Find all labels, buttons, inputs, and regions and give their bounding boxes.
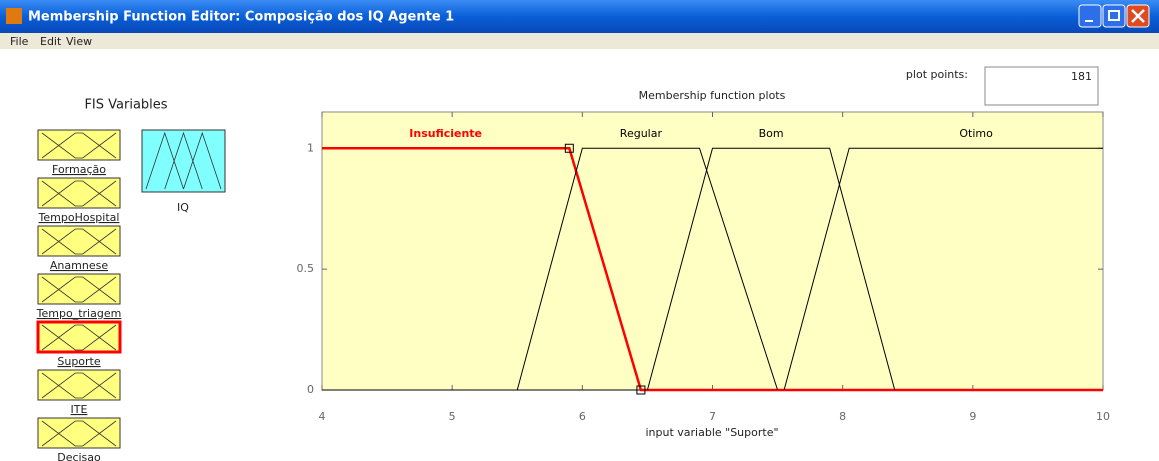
x-tick-label: 9 (969, 410, 976, 423)
input-variable[interactable] (37, 273, 121, 305)
input-variable[interactable] (37, 225, 121, 257)
membership-function (322, 147, 1103, 392)
y-tick-label: 1 (307, 141, 314, 154)
membership-function (516, 147, 779, 391)
menu-item[interactable]: Edit (40, 35, 62, 48)
plot-points-value: 181 (1071, 70, 1092, 83)
menu-bar (0, 33, 1159, 49)
maximize-button[interactable] (1102, 4, 1126, 28)
mf-label: Otimo (959, 127, 993, 140)
plot-title: Membership function plots (639, 89, 786, 102)
mf-icon (41, 180, 117, 207)
mf-icon (145, 131, 222, 190)
y-tick-label: 0 (307, 383, 314, 396)
minimize-button[interactable] (1078, 4, 1102, 28)
membership-function (646, 147, 896, 391)
app-icon (6, 8, 22, 24)
input-variable-label: TempoHospital (38, 211, 120, 224)
input-variable[interactable] (37, 369, 121, 401)
x-tick-label: 5 (449, 410, 456, 423)
menu-item[interactable]: View (66, 35, 92, 48)
mf-icon (41, 132, 117, 159)
input-variable[interactable] (37, 417, 121, 449)
input-variable-label: ITE (71, 403, 88, 416)
title-bar (0, 0, 1159, 33)
mf-icon (41, 324, 117, 351)
mf-label: Insuficiente (409, 127, 482, 140)
y-tick-label: 0.5 (297, 262, 315, 275)
mf-icon (41, 420, 117, 447)
mf-icon (41, 372, 117, 399)
plot-area (321, 111, 1104, 391)
mf-icon (41, 276, 117, 303)
menu-item[interactable]: File (10, 35, 29, 48)
output-variable[interactable] (141, 129, 226, 193)
x-tick-label: 4 (319, 410, 326, 423)
input-variable-label: Suporte (57, 355, 101, 368)
membership-function (783, 147, 1103, 391)
x-tick-label: 7 (709, 410, 716, 423)
input-variable[interactable] (37, 177, 121, 209)
plot-points-label: plot points: (906, 68, 968, 81)
output-variable-label: IQ (177, 201, 189, 214)
mf-label: Regular (620, 127, 663, 140)
mf-label: Bom (759, 127, 784, 140)
x-tick-label: 6 (579, 410, 586, 423)
input-variable-label: Tempo_triagem (36, 307, 122, 320)
input-variable[interactable] (36, 320, 122, 354)
x-tick-label: 10 (1096, 410, 1110, 423)
input-variable-label: Decisao (57, 451, 101, 461)
input-variable[interactable] (37, 129, 121, 161)
vertex-handle (636, 385, 646, 395)
x-tick-label: 8 (839, 410, 846, 423)
input-variable-label: Formação (52, 163, 106, 176)
input-variable-label: Anamnese (50, 259, 108, 272)
panel-title: FIS Variables (84, 98, 167, 113)
vertex-handle (564, 143, 574, 153)
plot-points-input[interactable] (984, 66, 1099, 106)
x-axis-label: input variable "Suporte" (645, 426, 778, 439)
mf-icon (41, 228, 117, 255)
window-title: Membership Function Editor: Composição d… (28, 10, 454, 25)
